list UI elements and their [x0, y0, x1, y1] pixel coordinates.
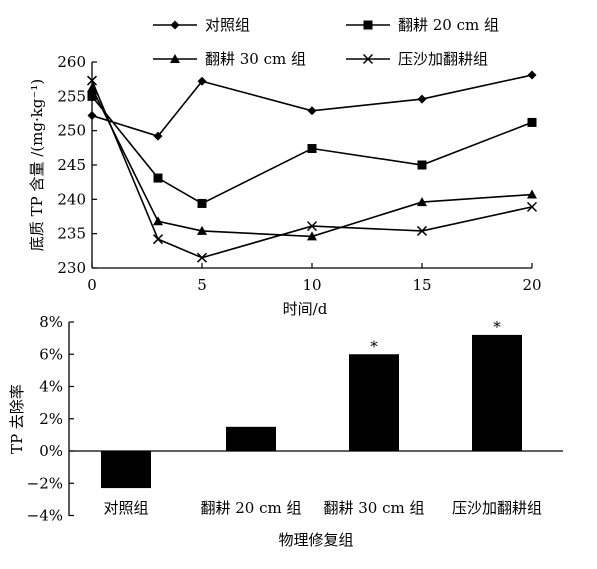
series-1	[87, 70, 537, 141]
data-point	[153, 216, 163, 226]
bar-chart: −4%−2%0%2%4%6%8% ** 对照组 翻耕 20 cm 组翻耕 30 c…	[8, 313, 563, 549]
bar	[226, 426, 276, 451]
line-x-tick-label: 10	[302, 276, 321, 294]
line-y-tick-label: 240	[57, 190, 86, 208]
bar-chart-y-ticks: −4% −2% 0% 2% 4% 6% 8%	[27, 313, 74, 525]
line-x-tick-label: 20	[522, 276, 541, 294]
series-4	[86, 75, 538, 263]
data-point	[526, 201, 538, 212]
data-point	[527, 189, 537, 199]
line-chart-series	[86, 70, 538, 263]
bar	[349, 354, 399, 451]
significance-mark: *	[370, 337, 378, 355]
bar-y-tick-label: 2%	[39, 410, 63, 428]
legend-label: 翻耕 30 cm 组	[205, 50, 306, 68]
series-line	[91, 95, 533, 205]
data-point	[197, 76, 207, 86]
data-point	[527, 70, 537, 80]
data-point	[87, 91, 97, 101]
line-y-tick-label: 255	[57, 87, 86, 105]
line-y-tick-label: 250	[57, 122, 86, 140]
line-x-tick-label: 5	[197, 276, 207, 294]
data-point	[86, 75, 98, 86]
line-chart: 对照组 翻耕 20 cm 组翻耕 30 cm 组 压沙加翻耕组 230 235 240 2…	[28, 16, 542, 318]
line-y-tick-label: 230	[57, 259, 86, 277]
legend-item-1: 对照组	[153, 16, 250, 34]
data-point	[307, 106, 317, 116]
data-point	[152, 234, 164, 245]
bar-category-label: 翻耕 20 cm 组	[200, 499, 301, 517]
line-chart-x-ticks: 0 5 10 15 20	[87, 263, 542, 294]
bar-chart-categories: 对照组 翻耕 20 cm 组 翻耕 30 cm 组 压沙加翻耕组	[103, 499, 542, 517]
bar-y-tick-label: −2%	[27, 474, 63, 492]
line-chart-x-label: 时间/d	[283, 300, 328, 318]
legend: 对照组 翻耕 20 cm 组翻耕 30 cm 组 压沙加翻耕组	[153, 16, 499, 68]
data-point	[87, 83, 97, 93]
data-point	[153, 131, 163, 141]
data-point	[197, 198, 207, 208]
series-3	[87, 83, 537, 241]
series-line	[91, 74, 533, 138]
data-point	[417, 160, 427, 170]
series-line	[91, 80, 533, 259]
legend-marker	[362, 53, 374, 65]
bar-category-label: 对照组	[103, 499, 148, 517]
legend-item-3: 翻耕 30 cm 组	[153, 50, 306, 68]
series-line	[91, 87, 533, 238]
bar-chart-bars: **	[101, 318, 522, 489]
bar-chart-x-label: 物理修复组	[278, 531, 353, 549]
bar-category-label: 翻耕 30 cm 组	[323, 499, 424, 517]
legend-marker	[363, 20, 373, 30]
bar-chart-y-label: TP 去除率	[8, 384, 26, 454]
legend-marker	[170, 54, 180, 63]
data-point	[527, 117, 537, 127]
bar-y-tick-label: 0%	[39, 442, 63, 460]
data-point	[153, 173, 163, 183]
line-y-tick-label: 260	[57, 53, 86, 71]
bar-y-tick-label: 6%	[39, 345, 63, 363]
bar-y-tick-label: 8%	[39, 313, 63, 331]
bar-y-tick-label: −4%	[27, 507, 63, 525]
line-x-tick-label: 0	[87, 276, 97, 294]
data-point	[417, 94, 427, 104]
series-2	[87, 91, 537, 208]
legend-label: 压沙加翻耕组	[398, 50, 488, 68]
significance-mark: *	[493, 318, 501, 336]
bar-category-label: 压沙加翻耕组	[452, 499, 542, 517]
legend-label: 翻耕 20 cm 组	[398, 16, 499, 34]
data-point	[197, 225, 207, 235]
legend-item-2: 翻耕 20 cm 组	[346, 16, 499, 34]
bar-y-tick-label: 4%	[39, 378, 63, 396]
data-point	[307, 231, 317, 241]
data-point	[196, 252, 208, 263]
data-point	[87, 111, 97, 121]
data-point	[417, 197, 427, 207]
line-x-tick-label: 15	[412, 276, 431, 294]
line-y-tick-label: 235	[57, 225, 86, 243]
bar	[472, 334, 522, 451]
line-y-tick-label: 245	[57, 156, 86, 174]
legend-label: 对照组	[205, 16, 250, 34]
bar	[101, 451, 151, 489]
line-chart-y-label: 底质 TP 含量 /(mg·kg⁻¹)	[28, 79, 46, 251]
data-point	[306, 221, 318, 232]
legend-item-4: 压沙加翻耕组	[346, 50, 488, 68]
data-point	[416, 225, 428, 236]
legend-marker	[170, 20, 180, 30]
data-point	[307, 144, 317, 154]
